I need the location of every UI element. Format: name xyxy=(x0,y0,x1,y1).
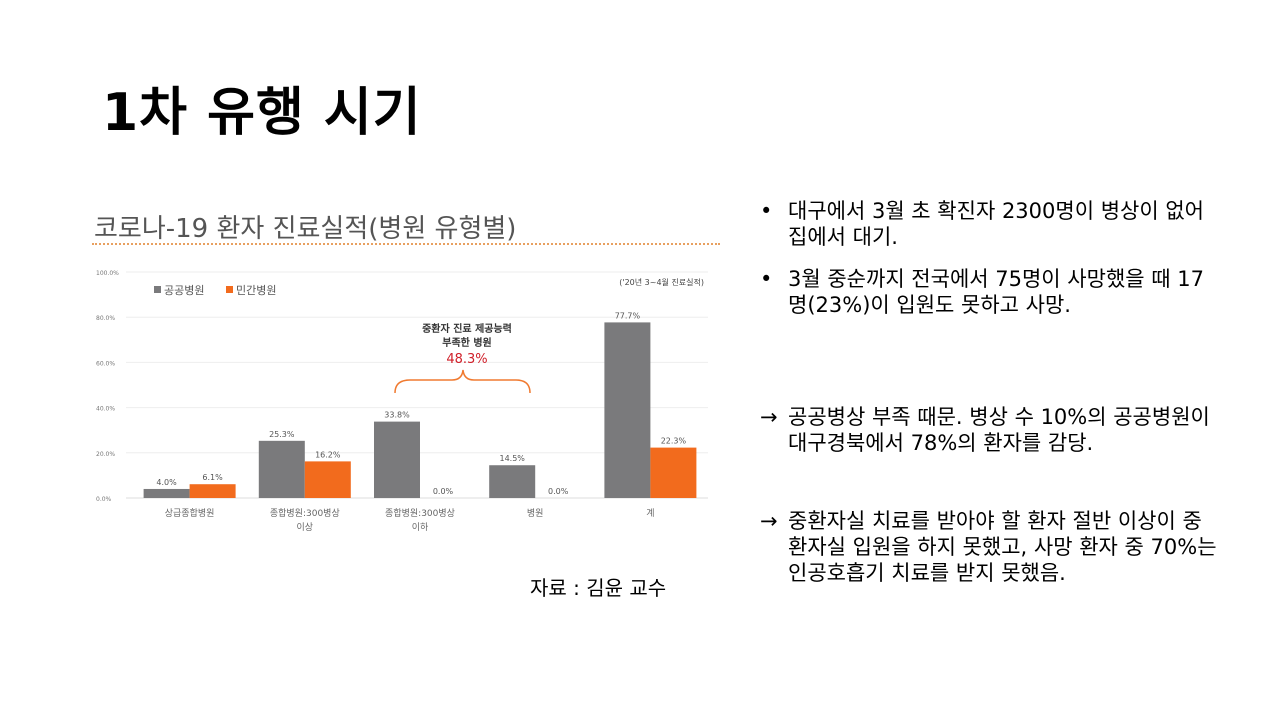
bullet-marker: • xyxy=(760,199,773,223)
data-label: 4.0% xyxy=(156,478,177,487)
x-tick-label: 계 xyxy=(646,507,654,519)
x-tick-label: 상급종합병원 xyxy=(165,508,215,519)
brace xyxy=(394,369,531,394)
y-tick-label: 80.0% xyxy=(96,315,115,322)
bar-chart: 0.0% 20.0% 40.0% 60.0% 80.0% 100.0% 4.0% 6.1% 상급… xyxy=(96,270,708,533)
annotation-text: 부족한 병원 xyxy=(442,336,491,349)
bar-public xyxy=(258,440,305,498)
bar-public xyxy=(374,421,420,498)
data-label: 0.0% xyxy=(548,487,569,496)
y-tick-label: 20.0% xyxy=(96,451,115,458)
slide-title: 1차 유행 시기 xyxy=(102,83,422,143)
y-tick-label: 40.0% xyxy=(96,406,115,413)
x-tick-label: 종합병원:300병상 xyxy=(385,508,455,519)
bar-private xyxy=(650,447,697,498)
x-tick-label: 이상 xyxy=(297,522,314,533)
bar-private xyxy=(304,461,351,498)
x-tick-label: 병원 xyxy=(527,508,544,519)
legend-label: 민간병원 xyxy=(236,284,276,297)
arrow-icon: → xyxy=(760,405,778,429)
source-text: 자료 : 김윤 교수 xyxy=(530,576,667,600)
annotation-text: 중환자 진료 제공능력 xyxy=(422,322,512,335)
y-tick-label: 60.0% xyxy=(96,360,115,367)
data-label: 14.5% xyxy=(499,454,525,463)
bar-private xyxy=(189,484,236,498)
bar-public xyxy=(489,465,536,498)
data-label: 77.7% xyxy=(615,311,641,320)
arrow-icon: → xyxy=(760,509,778,533)
divider xyxy=(92,243,720,245)
data-label: 33.8% xyxy=(384,411,410,420)
bullet-text: 3월 중순까지 전국에서 75명이 사망했을 때 17명(23%)이 입원도 못… xyxy=(788,267,1204,317)
bullet-4: → 중환자실 치료를 받아야 할 환자 절반 이상이 중환자실 입원을 하지 못했… xyxy=(760,508,1220,586)
bullet-marker: • xyxy=(760,267,773,291)
x-tick-label: 종합병원:300병상 xyxy=(270,508,340,519)
bullet-1: • 대구에서 3월 초 확진자 2300명이 병상이 없어 집에서 대기. xyxy=(760,198,1220,250)
bullet-2: • 3월 중순까지 전국에서 75명이 사망했을 때 17명(23%)이 입원도 … xyxy=(760,266,1220,318)
chart-note: ('20년 3~4월 진료실적) xyxy=(619,277,704,287)
bullet-text: 중환자실 치료를 받아야 할 환자 절반 이상이 중환자실 입원을 하지 못했고… xyxy=(788,509,1217,585)
data-label: 25.3% xyxy=(269,430,295,439)
data-label: 0.0% xyxy=(433,487,454,496)
chart-title: 코로나-19 환자 진료실적(병원 유형별) xyxy=(94,214,517,244)
data-label: 22.3% xyxy=(661,437,687,446)
data-label: 16.2% xyxy=(315,450,341,459)
y-tick-label: 100.0% xyxy=(96,270,119,277)
bar-public xyxy=(604,322,651,498)
annotation-value: 48.3% xyxy=(446,352,487,367)
legend-swatch xyxy=(226,286,233,293)
x-tick-label: 이하 xyxy=(412,522,429,533)
y-tick-label: 0.0% xyxy=(96,496,112,503)
data-label: 6.1% xyxy=(202,473,223,482)
bullet-text: 대구에서 3월 초 확진자 2300명이 병상이 없어 집에서 대기. xyxy=(788,199,1204,249)
legend-swatch xyxy=(154,286,161,293)
legend-label: 공공병원 xyxy=(164,284,204,297)
bar-public xyxy=(143,488,190,498)
bullet-text: 공공병상 부족 때문. 병상 수 10%의 공공병원이 대구경북에서 78%의 … xyxy=(788,405,1210,455)
bullet-3: → 공공병상 부족 때문. 병상 수 10%의 공공병원이 대구경북에서 78%의… xyxy=(760,404,1220,456)
